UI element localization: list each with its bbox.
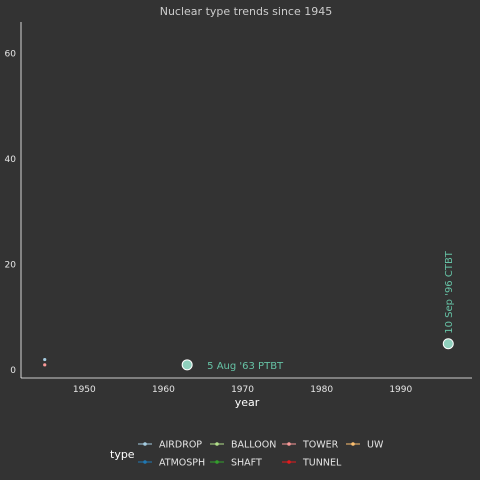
legend-title: type <box>110 448 135 461</box>
x-tick-label: 1980 <box>310 385 333 395</box>
legend-key-point <box>215 460 219 464</box>
x-tick-label: 1970 <box>231 385 254 395</box>
y-tick-label: 0 <box>10 366 16 376</box>
legend-entry-uw: UW <box>346 440 384 451</box>
treaty-marker <box>181 359 193 371</box>
legend-key-point <box>215 442 219 446</box>
x-tick-label: 1950 <box>73 385 96 395</box>
data-point-tower <box>43 363 47 367</box>
legend-entry-tower: TOWER <box>282 440 339 451</box>
treaty-label: 10 Sep '96 CTBT <box>444 250 455 334</box>
treaty-label: 5 Aug '63 PTBT <box>207 361 284 372</box>
y-tick-label: 60 <box>5 50 17 60</box>
legend: type AIRDROP ATMOSPH BALLOON SHAFT TOWER TUNNE… <box>110 440 384 469</box>
legend-entry-airdrop: AIRDROP <box>138 440 202 451</box>
legend-key-point <box>143 460 147 464</box>
y-tick-label: 20 <box>5 261 17 271</box>
y-tick-label: 40 <box>5 155 17 165</box>
legend-label: TUNNEL <box>302 458 342 469</box>
legend-label: UW <box>367 440 384 451</box>
legend-label: BALLOON <box>231 440 276 451</box>
legend-key-point <box>351 442 355 446</box>
plot-marks: 5 Aug '63 PTBT 10 Sep '96 CTBT <box>43 250 455 372</box>
x-tick-label: 1960 <box>152 385 175 395</box>
legend-entry-atmosph: ATMOSPH <box>138 458 205 469</box>
treaty-marker <box>442 338 454 350</box>
x-tick-label: 1990 <box>389 385 412 395</box>
legend-label: SHAFT <box>231 458 262 469</box>
x-axis-title: year <box>235 396 260 409</box>
chart-title: Nuclear type trends since 1945 <box>160 5 333 18</box>
legend-key-point <box>287 442 291 446</box>
legend-entry-shaft: SHAFT <box>210 458 262 469</box>
legend-key-point <box>287 460 291 464</box>
legend-label: ATMOSPH <box>159 458 205 469</box>
legend-entry-balloon: BALLOON <box>210 440 276 451</box>
legend-key-point <box>143 442 147 446</box>
legend-label: TOWER <box>302 440 339 451</box>
legend-entry-tunnel: TUNNEL <box>282 458 342 469</box>
data-point-airdrop <box>43 357 47 362</box>
axes: 1950 1960 1970 1980 1990 0 20 40 60 <box>5 22 472 395</box>
legend-label: AIRDROP <box>159 440 202 451</box>
